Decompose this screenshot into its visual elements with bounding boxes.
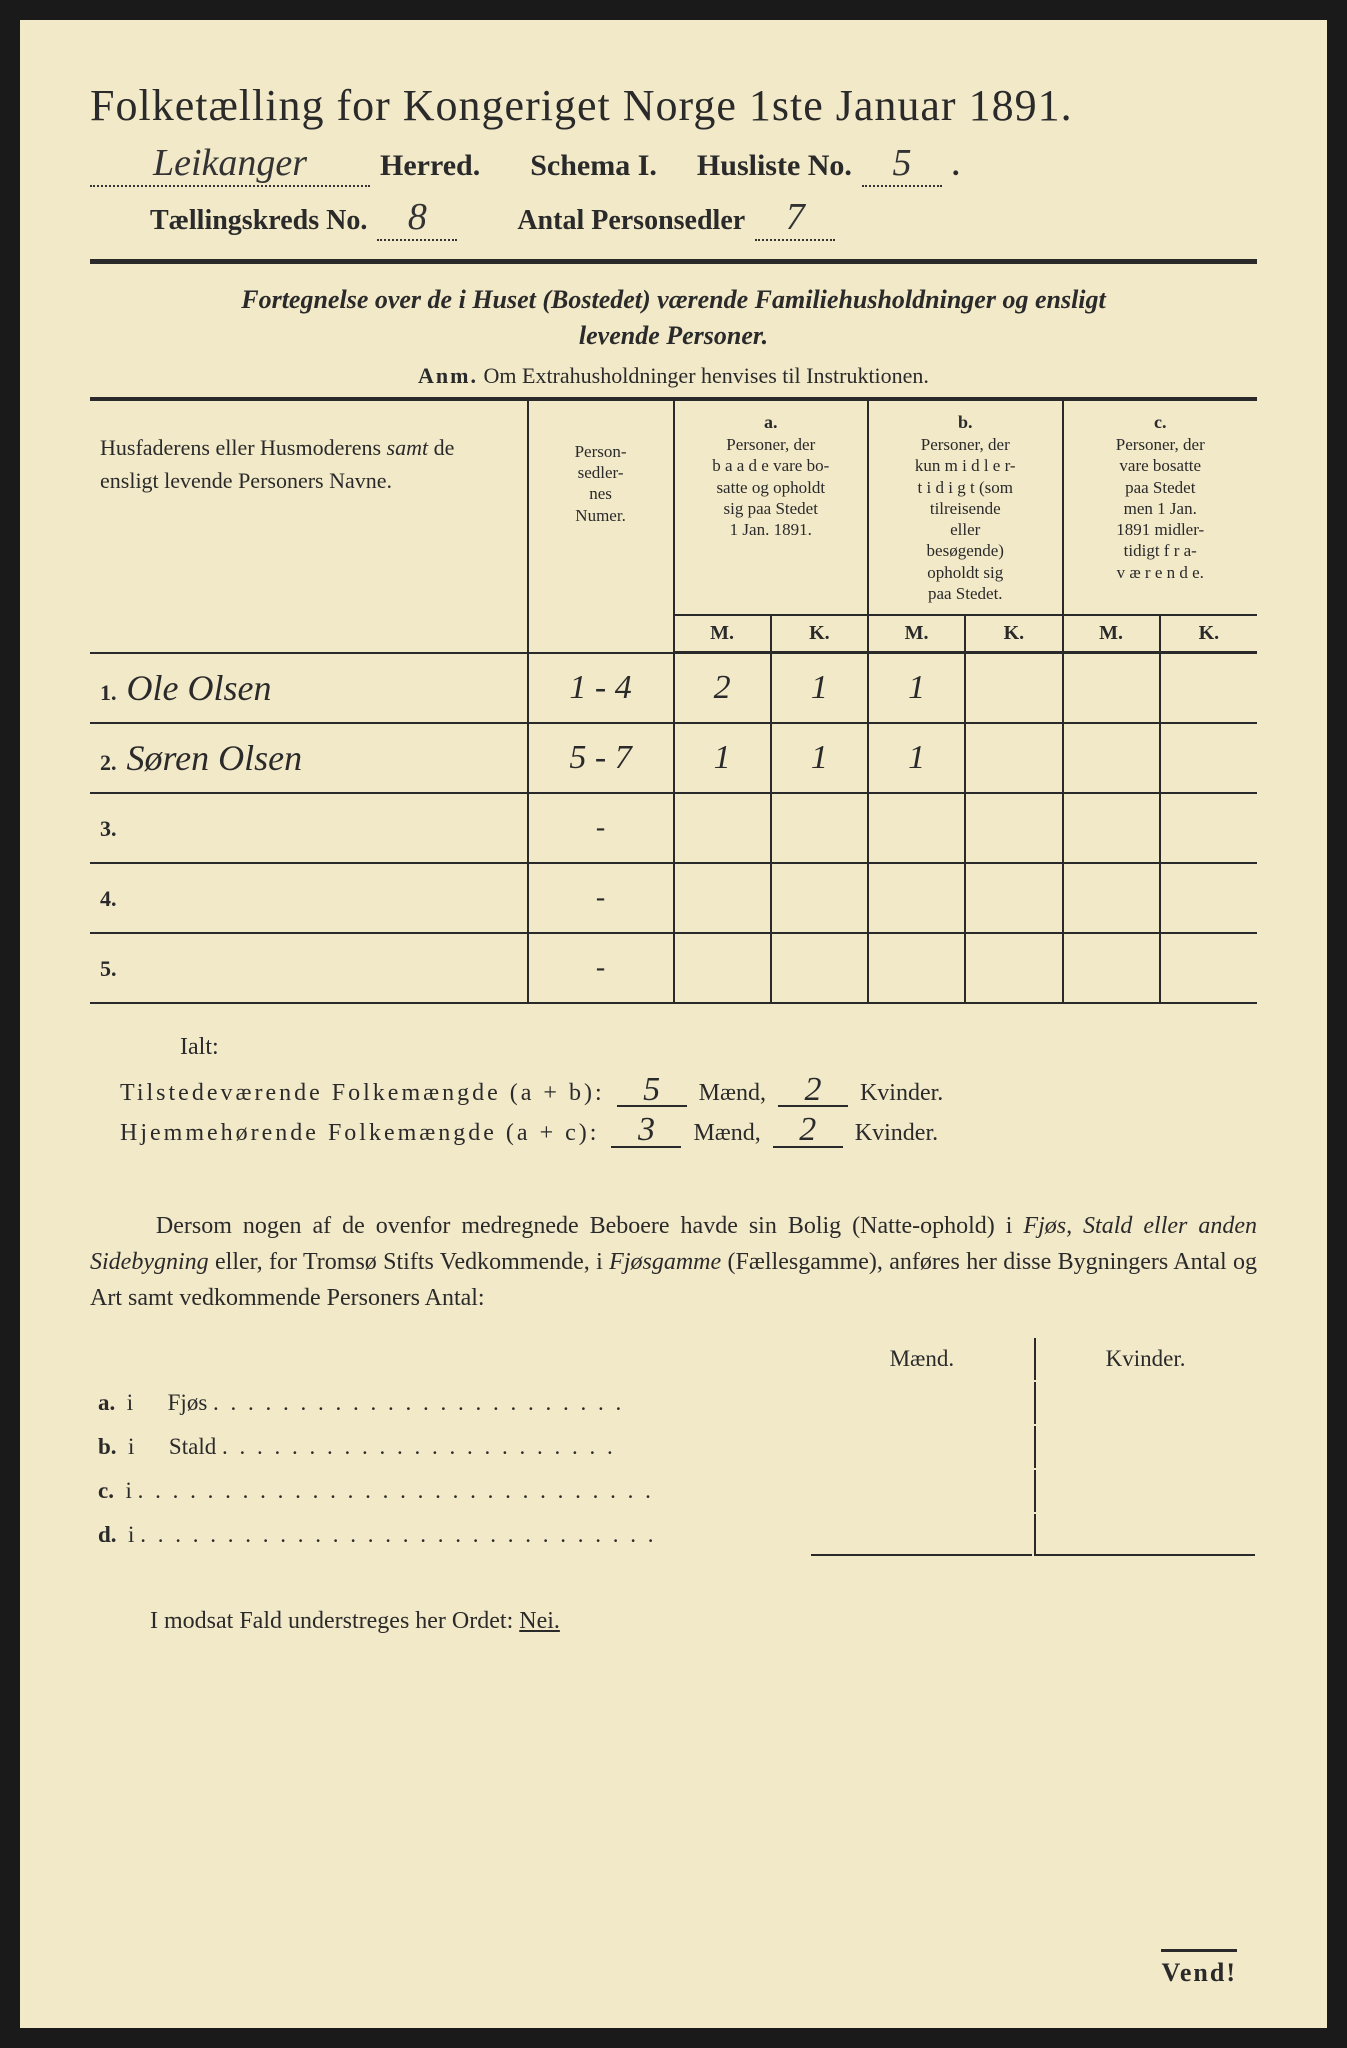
col-a-m: M. — [674, 615, 771, 653]
col-header-c: c. Personer, dervare bosattepaa Stedetme… — [1063, 399, 1258, 615]
header-row-1: Leikanger Herred. Schema I. Husliste No.… — [90, 141, 1257, 187]
totals-line-2: Hjemmehørende Folkemængde (a + c): 3 Mæn… — [120, 1115, 1257, 1148]
page-title: Folketælling for Kongeriget Norge 1ste J… — [90, 80, 1257, 131]
kreds-label: Tællingskreds No. — [150, 205, 367, 237]
totals-line-1: Tilstedeværende Folkemængde (a + b): 5 M… — [120, 1075, 1257, 1108]
col-header-b: b. Personer, derkun m i d l e r-t i d i … — [868, 399, 1063, 615]
col-c-k: K. — [1160, 615, 1257, 653]
antal-no: 7 — [755, 195, 835, 241]
husliste-label: Husliste No. — [697, 149, 852, 183]
building-table: Mænd. Kvinder. a. i Fjøs . . . . . . . .… — [90, 1336, 1257, 1558]
husliste-no: 5 — [862, 141, 942, 187]
table-row: 1.Ole Olsen 1 - 4 2 1 1 — [90, 653, 1257, 723]
herred-label: Herred. — [380, 149, 480, 183]
table-body: 1.Ole Olsen 1 - 4 2 1 1 2.Søren Olsen 5 … — [90, 653, 1257, 1003]
col-kvinder: Kvinder. — [1034, 1338, 1255, 1380]
col-header-number: Person-sedler-nesNumer. — [528, 399, 674, 653]
building-row: c. i . . . . . . . . . . . . . . . . . .… — [92, 1470, 1255, 1512]
col-a-k: K. — [771, 615, 868, 653]
anm-note: Anm. Om Extrahusholdninger henvises til … — [90, 363, 1257, 389]
modsat-line: I modsat Fald understreges her Ordet: Ne… — [150, 1608, 1257, 1635]
census-table: Husfaderens eller Husmoderens samt de en… — [90, 397, 1257, 1004]
kreds-no: 8 — [377, 195, 457, 241]
building-row: b. i Stald . . . . . . . . . . . . . . .… — [92, 1426, 1255, 1468]
col-c-m: M. — [1063, 615, 1160, 653]
table-row: 5. - — [90, 933, 1257, 1003]
herred-name: Leikanger — [90, 141, 370, 187]
table-row: 2.Søren Olsen 5 - 7 1 1 1 — [90, 723, 1257, 793]
header-row-2: Tællingskreds No. 8 Antal Personsedler 7 — [90, 195, 1257, 241]
col-header-a: a. Personer, derb a a d e vare bo-satte … — [674, 399, 869, 615]
building-row: d. i . . . . . . . . . . . . . . . . . .… — [92, 1514, 1255, 1556]
divider — [90, 259, 1257, 264]
table-row: 4. - — [90, 863, 1257, 933]
antal-label: Antal Personsedler — [517, 205, 745, 237]
schema-label: Schema I. — [530, 149, 657, 183]
census-form-page: Folketælling for Kongeriget Norge 1ste J… — [20, 20, 1327, 2028]
col-b-k: K. — [965, 615, 1062, 653]
col-header-name: Husfaderens eller Husmoderens samt de en… — [90, 399, 528, 653]
col-b-m: M. — [868, 615, 965, 653]
intro-text: Fortegnelse over de i Huset (Bostedet) v… — [90, 282, 1257, 355]
building-row: a. i Fjøs . . . . . . . . . . . . . . . … — [92, 1382, 1255, 1424]
nej-word: Nei. — [519, 1608, 560, 1634]
table-row: 3. - — [90, 793, 1257, 863]
vend-label: Vend! — [1161, 1949, 1237, 1988]
building-paragraph: Dersom nogen af de ovenfor medregnede Be… — [90, 1208, 1257, 1316]
ialt-label: Ialt: — [180, 1034, 1257, 1061]
col-maend: Mænd. — [811, 1338, 1032, 1380]
